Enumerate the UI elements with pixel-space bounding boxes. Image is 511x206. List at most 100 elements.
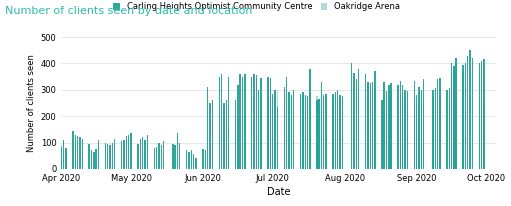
- Bar: [207, 87, 208, 169]
- Bar: [261, 78, 262, 169]
- X-axis label: Date: Date: [267, 187, 290, 197]
- Bar: [219, 77, 220, 169]
- Bar: [267, 77, 269, 169]
- Bar: [390, 92, 392, 169]
- Bar: [140, 139, 141, 169]
- Bar: [369, 83, 371, 169]
- Bar: [323, 96, 324, 169]
- Bar: [288, 92, 290, 169]
- Bar: [309, 100, 311, 169]
- Bar: [300, 98, 301, 169]
- Bar: [228, 114, 229, 169]
- Bar: [256, 78, 257, 169]
- Bar: [318, 99, 320, 169]
- Bar: [276, 107, 278, 169]
- Bar: [479, 63, 480, 169]
- Bar: [416, 103, 417, 169]
- Bar: [225, 100, 227, 169]
- Bar: [326, 94, 327, 169]
- Bar: [270, 91, 271, 169]
- Bar: [449, 89, 450, 169]
- Bar: [75, 135, 76, 169]
- Bar: [61, 145, 62, 169]
- Bar: [286, 91, 287, 169]
- Bar: [144, 140, 146, 169]
- Bar: [160, 145, 162, 169]
- Bar: [77, 136, 78, 169]
- Bar: [407, 91, 408, 169]
- Bar: [404, 98, 406, 169]
- Bar: [237, 84, 239, 169]
- Bar: [91, 150, 92, 169]
- Bar: [242, 114, 243, 169]
- Bar: [481, 61, 482, 169]
- Bar: [465, 69, 466, 169]
- Bar: [421, 90, 422, 169]
- Bar: [335, 92, 336, 169]
- Bar: [210, 103, 211, 169]
- Bar: [400, 81, 401, 169]
- Bar: [128, 135, 129, 169]
- Bar: [407, 99, 408, 169]
- Bar: [228, 77, 229, 169]
- Bar: [388, 84, 389, 169]
- Bar: [356, 86, 357, 169]
- Bar: [462, 71, 464, 169]
- Bar: [107, 144, 108, 169]
- Bar: [307, 96, 308, 169]
- Bar: [307, 96, 308, 169]
- Bar: [126, 136, 127, 169]
- Bar: [225, 123, 227, 169]
- Bar: [386, 96, 387, 169]
- Bar: [367, 82, 368, 169]
- Bar: [419, 94, 420, 169]
- Bar: [335, 95, 336, 169]
- Bar: [323, 95, 324, 169]
- Bar: [204, 150, 206, 169]
- Bar: [402, 84, 404, 169]
- Bar: [451, 70, 452, 169]
- Bar: [193, 154, 194, 169]
- Bar: [321, 95, 322, 169]
- Bar: [261, 95, 262, 169]
- Bar: [61, 146, 62, 169]
- Bar: [186, 150, 188, 169]
- Legend: Carling Heights Optimist Community Centre, Oakridge Arena: Carling Heights Optimist Community Centr…: [110, 0, 403, 15]
- Bar: [242, 77, 243, 169]
- Bar: [284, 87, 285, 169]
- Bar: [398, 84, 399, 169]
- Bar: [172, 144, 174, 169]
- Bar: [189, 152, 190, 169]
- Bar: [400, 95, 401, 169]
- Bar: [270, 78, 271, 169]
- Bar: [404, 90, 406, 169]
- Bar: [369, 91, 371, 169]
- Bar: [276, 91, 278, 169]
- Bar: [455, 61, 457, 169]
- Bar: [174, 145, 176, 169]
- Y-axis label: Number of clients seen: Number of clients seen: [28, 54, 36, 152]
- Bar: [147, 135, 148, 169]
- Bar: [388, 91, 389, 169]
- Bar: [272, 94, 273, 169]
- Bar: [274, 95, 276, 169]
- Bar: [439, 78, 440, 169]
- Bar: [63, 140, 64, 169]
- Bar: [321, 82, 322, 169]
- Bar: [365, 74, 366, 169]
- Bar: [467, 56, 469, 169]
- Bar: [356, 79, 357, 169]
- Bar: [302, 94, 304, 169]
- Bar: [353, 73, 355, 169]
- Bar: [212, 100, 213, 169]
- Bar: [258, 90, 260, 169]
- Bar: [163, 141, 164, 169]
- Bar: [358, 87, 359, 169]
- Bar: [274, 90, 276, 169]
- Bar: [332, 94, 334, 169]
- Bar: [82, 139, 83, 169]
- Bar: [291, 95, 292, 169]
- Bar: [272, 94, 273, 169]
- Bar: [414, 81, 415, 169]
- Bar: [105, 143, 106, 169]
